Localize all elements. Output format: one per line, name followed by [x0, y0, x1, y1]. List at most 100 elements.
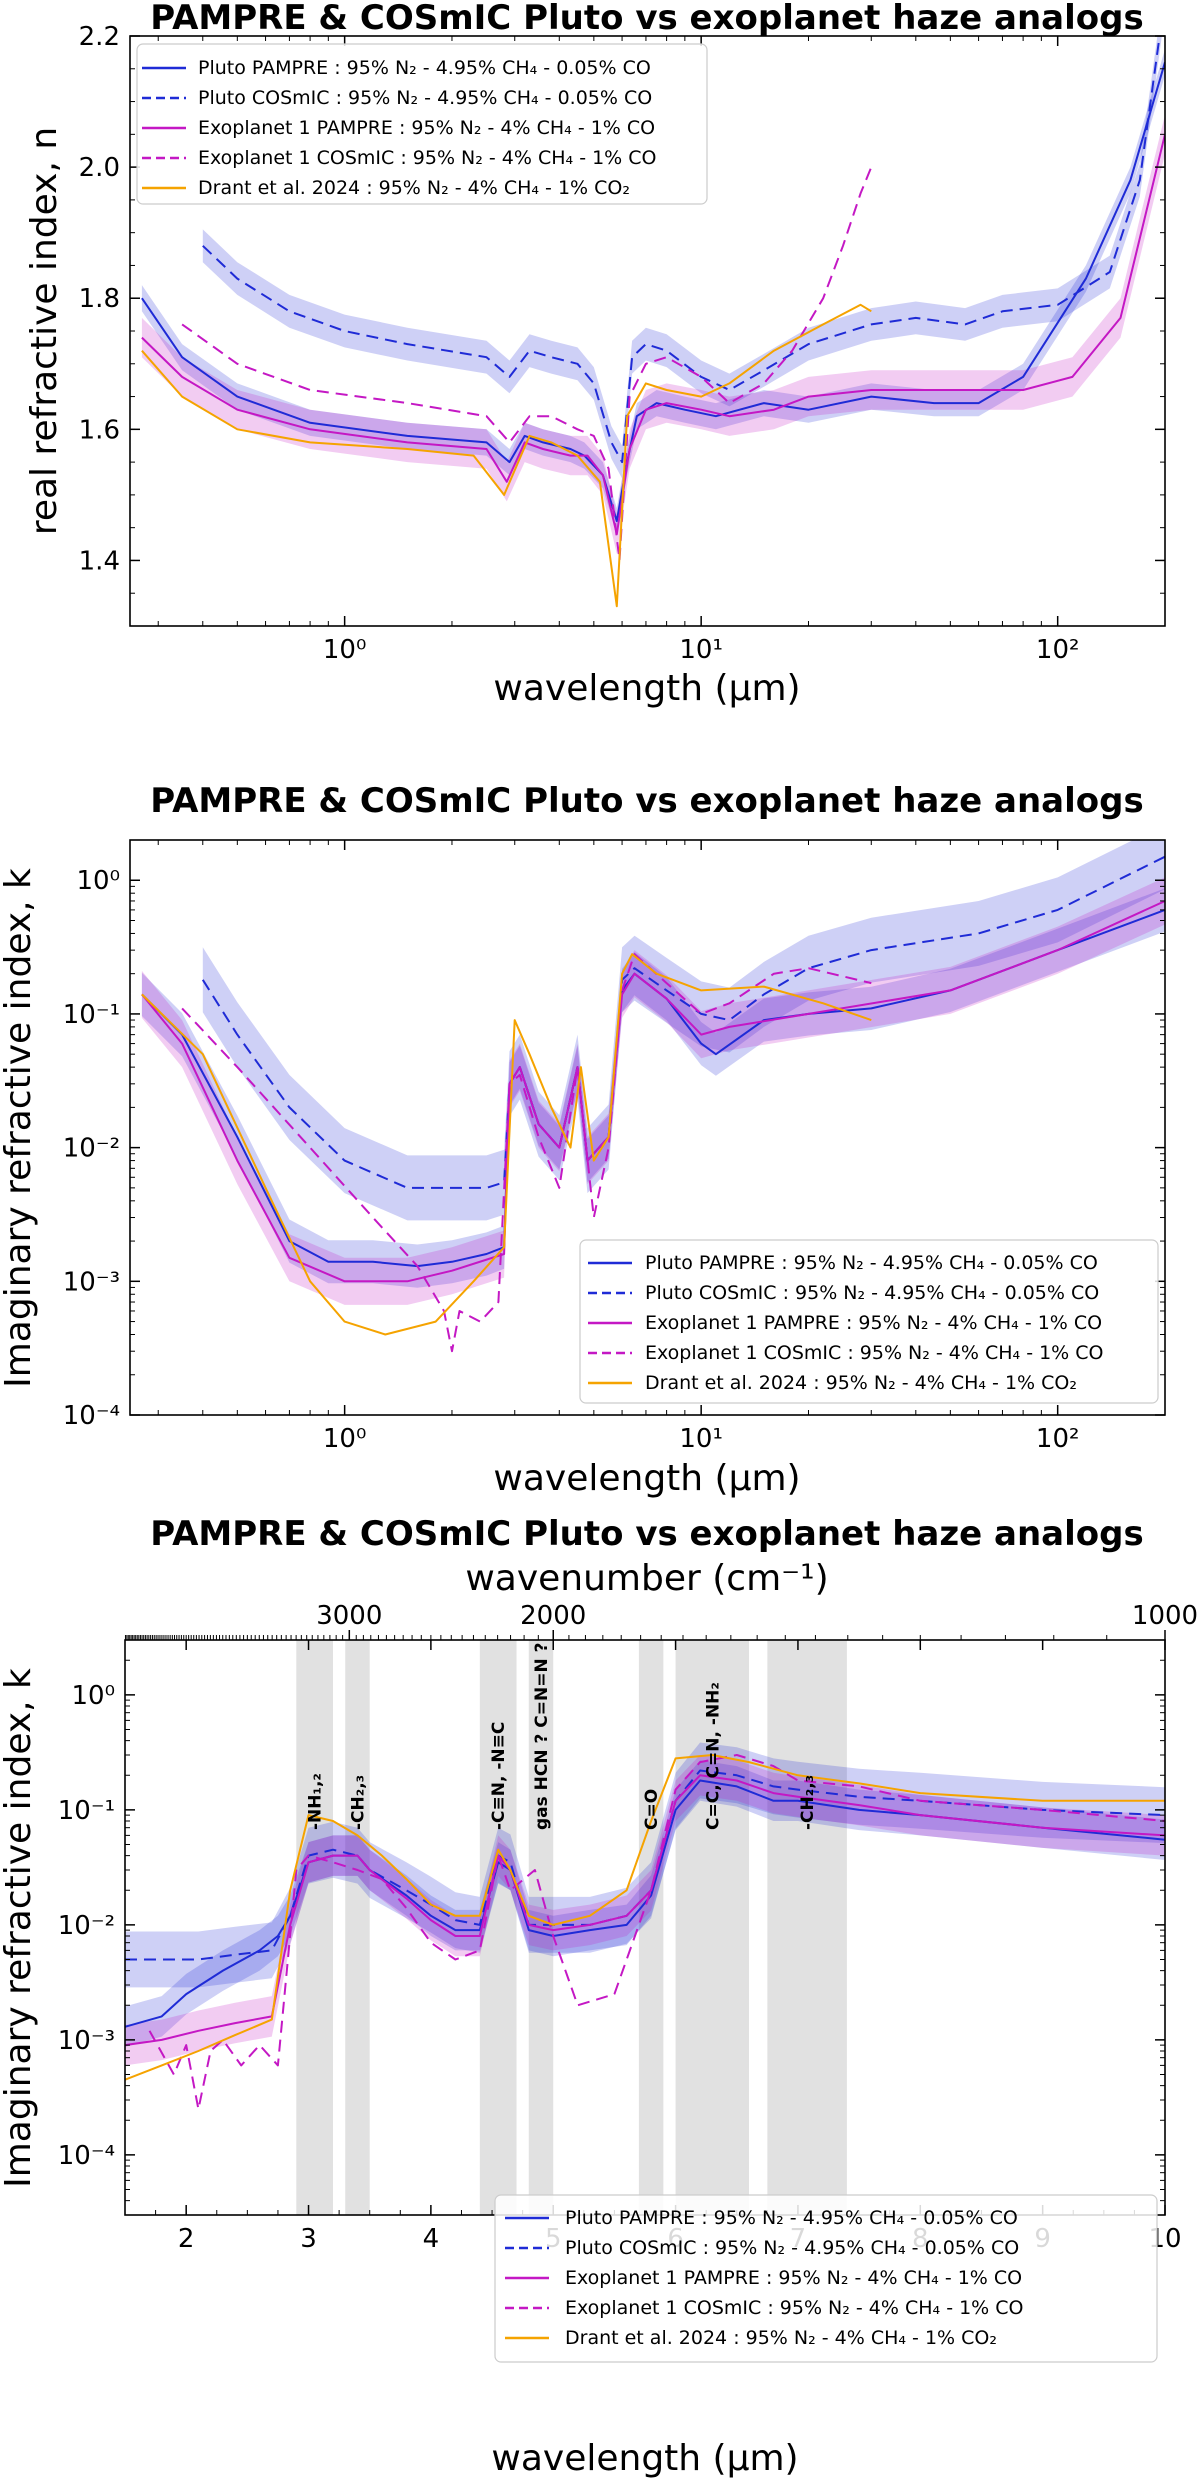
- panel1-uncertainty-bands: [141, 36, 1165, 554]
- ytick-label: 10⁻¹: [63, 1000, 120, 1030]
- panel1-legend-entry-1: Pluto COSmIC : 95% N₂ - 4.95% CH₄ - 0.05…: [198, 87, 652, 109]
- ytick-label: 2.0: [79, 153, 120, 183]
- panel2-title: PAMPRE & COSmIC Pluto vs exoplanet haze …: [150, 781, 1143, 821]
- band-exo_pampre: [141, 114, 1165, 554]
- panel1-ticks: 10⁰ 10¹ 10² 1.4 1.6 1.8 2.0 2.2: [79, 22, 1166, 665]
- top-tick-label: 3000: [316, 1601, 382, 1631]
- band-label-6: -CH₂,₃: [798, 1775, 818, 1830]
- panel3-series-lines: [125, 1754, 1165, 2111]
- series-line-pluto_pampre: [125, 1779, 1165, 2028]
- panel2-legend-entry-1: Pluto COSmIC : 95% N₂ - 4.95% CH₄ - 0.05…: [645, 1282, 1099, 1304]
- ytick-label: 10⁰: [71, 1681, 115, 1711]
- ytick-label: 10⁰: [76, 866, 120, 896]
- xtick-label: 10²: [1036, 1424, 1080, 1454]
- band-exo_pampre: [141, 877, 1165, 1305]
- band-label-0: -NH₁,₂: [306, 1773, 326, 1830]
- xtick-label: 10⁰: [323, 635, 367, 665]
- ytick-label: 10⁻³: [58, 2026, 115, 2056]
- series-line-exo_cosmic: [181, 953, 872, 1353]
- series-line-drant: [141, 953, 872, 1336]
- ytick-label: 1.4: [79, 546, 120, 576]
- xtick-label: 3: [300, 2224, 317, 2254]
- panel3-legend-box: [494, 2194, 1158, 2363]
- xtick-label: 4: [423, 2224, 440, 2254]
- series-line-pluto_cosmic: [202, 36, 1161, 464]
- panel3-ylabel: Imaginary refractive index, k: [0, 1668, 39, 2188]
- panel2-xlabel: wavelength (μm): [493, 1458, 800, 1499]
- panel1-legend: Pluto PAMPRE : 95% N₂ - 4.95% CH₄ - 0.05…: [136, 43, 708, 205]
- panel-imaginary-index-linear: PAMPRE & COSmIC Pluto vs exoplanet haze …: [0, 1514, 1198, 2479]
- panel3-band-annotations: -NH₁,₂ -CH₂,₃ -C≡N, -N≡C gas HCN ? C=N=N ? C…: [306, 1642, 818, 1830]
- functional-band-0: [296, 1640, 333, 2215]
- panel-real-index: PAMPRE & COSmIC Pluto vs exoplanet haze …: [24, 0, 1166, 709]
- ytick-label: 10⁻²: [58, 1911, 115, 1941]
- panel2-ylabel: Imaginary refractive index, k: [0, 868, 39, 1388]
- panel1-series-lines: [141, 36, 1165, 608]
- xtick-label: 2: [178, 2224, 195, 2254]
- panel2-series-lines: [141, 855, 1165, 1353]
- xtick-label: 10¹: [679, 635, 723, 665]
- series-line-exo_cosmic: [148, 1754, 1165, 2111]
- panel2-legend-entry-2: Exoplanet 1 PAMPRE : 95% N₂ - 4% CH₄ - 1…: [645, 1312, 1102, 1334]
- panel3-legend-entry-3: Exoplanet 1 COSmIC : 95% N₂ - 4% CH₄ - 1…: [565, 2297, 1024, 2319]
- ytick-label: 10⁻¹: [58, 1796, 115, 1826]
- band-pluto_pampre: [141, 888, 1165, 1288]
- panel-imaginary-index-log: PAMPRE & COSmIC Pluto vs exoplanet haze …: [0, 781, 1166, 1499]
- xtick-label: 10²: [1036, 635, 1080, 665]
- panel2-legend-entry-3: Exoplanet 1 COSmIC : 95% N₂ - 4% CH₄ - 1…: [645, 1342, 1104, 1364]
- panel3-xlabel: wavelength (μm): [491, 2438, 798, 2479]
- ytick-label: 10⁻⁴: [58, 2141, 115, 2171]
- band-label-5: C=C, C=N, -NH₂: [703, 1682, 723, 1830]
- series-line-exo_pampre: [125, 1774, 1165, 2047]
- panel1-legend-entry-3: Exoplanet 1 COSmIC : 95% N₂ - 4% CH₄ - 1…: [198, 147, 657, 169]
- panel2-legend-entry-4: Drant et al. 2024 : 95% N₂ - 4% CH₄ - 1%…: [645, 1372, 1077, 1394]
- panel3-functional-group-bands: [296, 1640, 847, 2215]
- ytick-label: 1.8: [79, 284, 120, 314]
- series-line-exo_cosmic: [181, 166, 873, 562]
- panel1-title: PAMPRE & COSmIC Pluto vs exoplanet haze …: [150, 0, 1143, 38]
- panel2-legend: Pluto PAMPRE : 95% N₂ - 4.95% CH₄ - 0.05…: [579, 1239, 1159, 1404]
- band-label-1: -CH₂,₃: [349, 1775, 369, 1830]
- panel3-top-xlabel: wavenumber (cm⁻¹): [465, 1558, 828, 1599]
- functional-band-6: [767, 1640, 847, 2215]
- band-label-2: -C≡N, -N≡C: [489, 1722, 509, 1830]
- panel2-uncertainty-bands: [141, 840, 1165, 1305]
- band-pluto_cosmic: [202, 840, 1165, 1221]
- band-exo_pampre: [125, 1755, 1165, 2066]
- ytick-label: 1.6: [79, 415, 120, 445]
- band-label-3: gas HCN ? C=N=N ?: [532, 1642, 552, 1830]
- ytick-label: 10⁻²: [63, 1134, 120, 1164]
- functional-band-5: [675, 1640, 749, 2215]
- panel3-legend-entry-2: Exoplanet 1 PAMPRE : 95% N₂ - 4% CH₄ - 1…: [565, 2267, 1022, 2289]
- panel3-legend: Pluto PAMPRE : 95% N₂ - 4.95% CH₄ - 0.05…: [494, 2194, 1158, 2363]
- functional-band-1: [345, 1640, 370, 2215]
- panel2-axes-frame: [129, 839, 1166, 1416]
- band-pluto_pampre: [141, 49, 1165, 535]
- ytick-label: 2.2: [79, 22, 120, 52]
- xtick-label: 10¹: [679, 1424, 723, 1454]
- functional-band-2: [479, 1640, 517, 2215]
- panel1-legend-entry-0: Pluto PAMPRE : 95% N₂ - 4.95% CH₄ - 0.05…: [198, 57, 651, 79]
- panel1-ylabel: real refractive index, n: [24, 127, 65, 535]
- band-label-4: C=O: [642, 1789, 662, 1830]
- xtick-label: 10⁰: [323, 1424, 367, 1454]
- series-line-drant: [125, 1754, 1165, 2081]
- ytick-label: 10⁻⁴: [63, 1401, 120, 1431]
- panel3-legend-entry-0: Pluto PAMPRE : 95% N₂ - 4.95% CH₄ - 0.05…: [565, 2207, 1018, 2229]
- panel2-legend-entry-0: Pluto PAMPRE : 95% N₂ - 4.95% CH₄ - 0.05…: [645, 1252, 1098, 1274]
- panel3-legend-entry-1: Pluto COSmIC : 95% N₂ - 4.95% CH₄ - 0.05…: [565, 2237, 1019, 2259]
- top-tick-label: 1000: [1132, 1601, 1198, 1631]
- panel3-title: PAMPRE & COSmIC Pluto vs exoplanet haze …: [150, 1514, 1143, 1554]
- panel2-ticks: 10⁰ 10¹ 10² 10⁻⁴ 10⁻³ 10⁻² 10⁻¹ 10⁰: [63, 839, 1166, 1454]
- panel3-legend-entry-4: Drant et al. 2024 : 95% N₂ - 4% CH₄ - 1%…: [565, 2327, 997, 2349]
- series-line-drant: [141, 303, 872, 608]
- panel2-legend-box: [579, 1239, 1159, 1404]
- panel1-legend-entry-4: Drant et al. 2024 : 95% N₂ - 4% CH₄ - 1%…: [198, 177, 630, 199]
- top-tick-label: 2000: [520, 1601, 586, 1631]
- panel1-xlabel: wavelength (μm): [493, 668, 800, 709]
- ytick-label: 10⁻³: [63, 1267, 120, 1297]
- functional-band-4: [638, 1640, 664, 2215]
- band-pluto_cosmic: [125, 1742, 1165, 1988]
